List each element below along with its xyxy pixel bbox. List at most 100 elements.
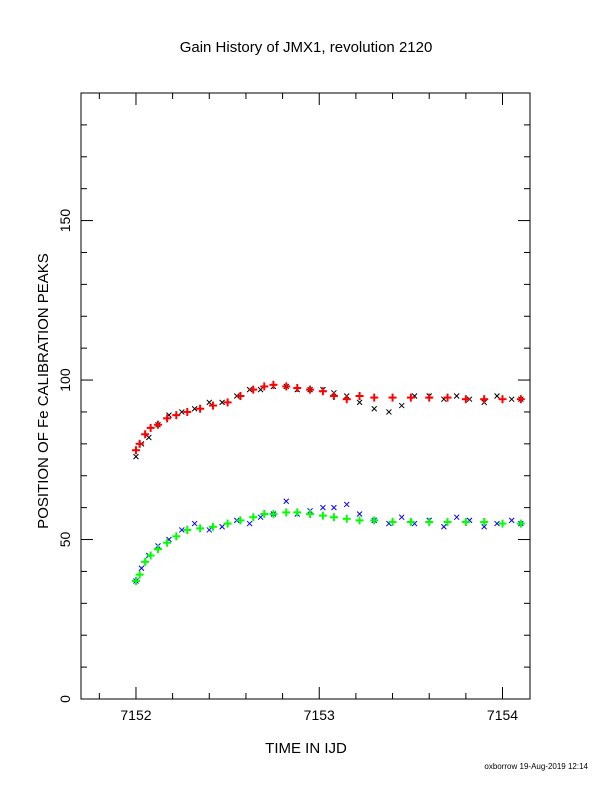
data-point bbox=[282, 382, 291, 391]
data-point bbox=[461, 395, 470, 404]
data-point bbox=[131, 576, 140, 585]
axis-ticks bbox=[81, 92, 530, 700]
data-point bbox=[178, 527, 185, 533]
data-point bbox=[206, 527, 213, 533]
data-point bbox=[371, 405, 378, 412]
data-point bbox=[318, 511, 327, 520]
data-point bbox=[355, 516, 364, 525]
data-point bbox=[269, 380, 278, 389]
data-point bbox=[196, 404, 205, 413]
data-point bbox=[135, 570, 144, 579]
data-point bbox=[406, 393, 415, 402]
data-point bbox=[508, 517, 515, 524]
data-point bbox=[260, 510, 269, 519]
y-tick-label: 150 bbox=[57, 209, 73, 233]
data-point bbox=[208, 522, 217, 531]
data-point bbox=[355, 392, 364, 400]
data-point bbox=[480, 395, 489, 404]
data-point bbox=[356, 399, 363, 406]
data-point bbox=[223, 398, 232, 407]
x-tick-label: 7152 bbox=[120, 707, 151, 723]
y-tick-label: 100 bbox=[57, 368, 73, 392]
data-point bbox=[453, 514, 460, 521]
data-point bbox=[282, 508, 291, 517]
data-point bbox=[306, 385, 315, 394]
data-point bbox=[146, 423, 155, 432]
data-point bbox=[141, 430, 150, 439]
data-point bbox=[260, 382, 269, 391]
x-axis-label: TIME IN IJD bbox=[265, 740, 347, 757]
data-point bbox=[441, 523, 447, 530]
series-1 bbox=[131, 380, 525, 455]
data-point bbox=[480, 517, 489, 526]
data-point bbox=[331, 504, 337, 511]
data-point bbox=[388, 517, 397, 526]
data-point bbox=[481, 523, 488, 530]
data-point bbox=[329, 392, 338, 400]
data-point bbox=[443, 517, 452, 526]
data-point bbox=[306, 510, 315, 519]
data-point bbox=[494, 393, 500, 399]
data-point bbox=[343, 501, 350, 508]
data-point bbox=[508, 396, 515, 403]
series-2 bbox=[133, 498, 524, 584]
data-point bbox=[196, 524, 205, 533]
data-point bbox=[249, 385, 258, 394]
data-point bbox=[498, 395, 507, 404]
data-point bbox=[163, 414, 172, 423]
data-point bbox=[320, 504, 326, 511]
data-point bbox=[318, 387, 327, 396]
data-point bbox=[269, 510, 278, 519]
data-point bbox=[153, 545, 162, 554]
data-point bbox=[453, 393, 460, 399]
data-point bbox=[498, 519, 507, 528]
y-tick-label: 50 bbox=[57, 532, 73, 548]
data-point bbox=[293, 508, 302, 517]
data-point bbox=[425, 517, 434, 526]
data-point bbox=[516, 395, 525, 404]
x-tick-label: 7153 bbox=[304, 707, 335, 723]
data-point bbox=[138, 565, 145, 572]
data-point bbox=[163, 538, 172, 547]
data-point bbox=[342, 514, 351, 523]
plot-frame bbox=[80, 92, 531, 700]
data-point bbox=[257, 514, 264, 521]
data-point bbox=[191, 520, 198, 527]
data-point bbox=[206, 399, 213, 406]
data-point bbox=[249, 513, 258, 522]
data-point bbox=[145, 434, 152, 441]
data-point bbox=[172, 532, 181, 541]
data-point bbox=[246, 520, 253, 527]
series-3 bbox=[131, 508, 525, 585]
data-point bbox=[406, 517, 415, 526]
data-point bbox=[208, 401, 217, 410]
data-point bbox=[131, 446, 140, 455]
y-tick-label: 0 bbox=[57, 695, 73, 703]
data-series bbox=[131, 380, 525, 585]
data-point bbox=[443, 393, 452, 402]
data-point bbox=[293, 384, 302, 393]
data-point bbox=[223, 519, 232, 528]
footer-stamp: oxborrow 19-Aug-2019 12:14 bbox=[484, 762, 588, 771]
data-point bbox=[356, 511, 363, 517]
data-point bbox=[153, 420, 162, 429]
data-point bbox=[219, 523, 225, 530]
data-point bbox=[342, 395, 351, 404]
data-point bbox=[425, 393, 434, 402]
data-point bbox=[370, 516, 379, 525]
x-tick-label: 7154 bbox=[487, 707, 518, 723]
data-point bbox=[370, 393, 379, 402]
data-point bbox=[133, 453, 139, 460]
data-point bbox=[257, 386, 264, 393]
data-point bbox=[183, 525, 192, 534]
data-point bbox=[178, 409, 185, 415]
data-point bbox=[135, 439, 144, 448]
data-point bbox=[183, 407, 192, 416]
data-point bbox=[386, 409, 392, 415]
data-point bbox=[283, 498, 290, 505]
data-point bbox=[191, 405, 198, 412]
y-axis-label: POSITION OF Fe CALIBRATION PEAKS bbox=[35, 253, 52, 529]
data-point bbox=[494, 520, 500, 527]
data-point bbox=[516, 519, 525, 528]
